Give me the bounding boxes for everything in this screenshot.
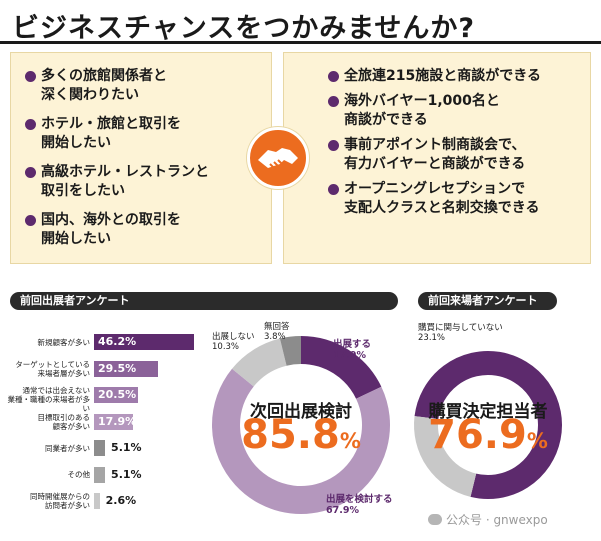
- bar: [94, 493, 100, 509]
- dot-icon: [25, 167, 36, 178]
- benefit-item: オープニングレセプションで 支配人クラスと名刺交換できる: [328, 180, 584, 218]
- benefit-text: 有力バイヤーと商談ができる: [344, 156, 526, 172]
- needs-text: 開始したい: [41, 231, 111, 247]
- bar-value-label: 5.1%: [111, 467, 142, 481]
- handshake-icon: [247, 127, 309, 189]
- exhibitor-donut-caption: 次回出展検討: [250, 402, 352, 422]
- dot-icon: [328, 140, 339, 151]
- bar-category-label: ターゲットとしている 来場者層が多い: [15, 359, 90, 378]
- needs-item: 高級ホテル・レストランと 取引をしたい: [25, 163, 261, 201]
- bar-category-label: 新規顧客が多い: [37, 337, 91, 347]
- wechat-icon: [428, 514, 442, 525]
- exhibitor-survey-heading: 前回出展者アンケート: [10, 292, 398, 310]
- bar: [94, 334, 195, 350]
- needs-item: 多くの旅館関係者と 深く関わりたい: [25, 67, 261, 105]
- watermark-text: 公众号 · gnwexpo: [446, 513, 548, 527]
- benefits-panel: 全旅連215施設と商談ができる 海外バイヤー1,000名と 商談ができる 事前アポイン…: [283, 52, 591, 264]
- needs-panel: 多くの旅館関係者と 深く関わりたい ホテル・旅館と取引を 開始したい 高級ホテル・レスト…: [10, 52, 272, 264]
- needs-text: 高級ホテル・レストランと: [41, 164, 209, 180]
- benefit-text: 全旅連215施設と商談ができる: [344, 68, 541, 84]
- dot-icon: [328, 96, 339, 107]
- donut-slice: [279, 336, 302, 366]
- slice-label: 出展しない 10.3%: [212, 332, 255, 352]
- visitor-survey-heading: 前回来場者アンケート: [418, 292, 557, 310]
- page-title: ビジネスチャンスをつかみませんか?: [12, 13, 476, 44]
- slice-label: 購買に関与していない 23.1%: [418, 323, 503, 343]
- dot-icon: [328, 184, 339, 195]
- donut-slice: [232, 338, 288, 387]
- needs-text: 国内、海外との取引を: [41, 212, 181, 228]
- slice-label: 無回答 3.8%: [264, 322, 290, 342]
- bar-value-label: 20.5%: [98, 388, 137, 401]
- needs-item: ホテル・旅館と取引を 開始したい: [25, 115, 261, 153]
- bar: [94, 387, 139, 403]
- bar-value-label: 2.6%: [105, 494, 137, 507]
- needs-text: 開始したい: [41, 135, 111, 151]
- slice-label: 出展を検討する 67.9%: [326, 494, 393, 516]
- needs-item: 国内、海外との取引を 開始したい: [25, 211, 261, 249]
- benefit-text: 事前アポイント制商談会で、: [344, 137, 526, 153]
- dot-icon: [328, 71, 339, 82]
- bar-category-label: その他: [67, 470, 91, 479]
- benefit-text: 海外バイヤー1,000名と: [344, 93, 500, 109]
- benefit-text: オープニングレセプションで: [344, 181, 526, 197]
- bar: [94, 360, 158, 377]
- dot-icon: [25, 215, 36, 226]
- dot-icon: [25, 119, 36, 130]
- bar-category-label: 同時開催展からの 訪問者が多い: [30, 492, 90, 510]
- watermark: 公众号 · gnwexpo: [428, 511, 548, 528]
- bar-category-label: 同業者が多い: [45, 443, 90, 453]
- benefit-item: 海外バイヤー1,000名と 商談ができる: [328, 92, 584, 130]
- bar-value-label: 46.2%: [98, 335, 137, 348]
- bar: [94, 413, 133, 430]
- bar-value-label: 17.9%: [98, 414, 137, 428]
- title-underline: [0, 41, 601, 44]
- slice-label: 出展する 17.9%: [333, 339, 372, 361]
- needs-text: 深く関わりたい: [41, 87, 139, 103]
- bar-value-label: 5.1%: [111, 441, 142, 454]
- needs-list: 多くの旅館関係者と 深く関わりたい ホテル・旅館と取引を 開始したい 高級ホテル・レスト…: [11, 53, 271, 249]
- needs-text: 多くの旅館関係者と: [41, 68, 167, 84]
- benefit-item: 全旅連215施設と商談ができる: [328, 67, 584, 86]
- bar-category-label: 通常では出会えない 業種・職種の来場者が多い: [7, 386, 91, 413]
- benefit-item: 事前アポイント制商談会で、 有力バイヤーと商談ができる: [328, 136, 584, 174]
- exhibitor-donut-value: 85.8%: [241, 412, 361, 458]
- bar-category-label: 目標取引のある 顧客が多い: [37, 412, 91, 431]
- visitor-donut-value: 76.9%: [428, 412, 548, 458]
- bar: [94, 466, 106, 483]
- visitor-donut-caption: 購買決定担当者: [428, 402, 548, 422]
- benefits-list: 全旅連215施設と商談ができる 海外バイヤー1,000名と 商談ができる 事前アポイン…: [284, 53, 590, 218]
- bar: [94, 440, 106, 456]
- needs-text: ホテル・旅館と取引を: [41, 116, 181, 132]
- benefit-text: 商談ができる: [344, 112, 428, 128]
- needs-text: 取引をしたい: [41, 183, 125, 199]
- bar-value-label: 29.5%: [98, 361, 137, 375]
- benefit-text: 支配人クラスと名刺交換できる: [344, 200, 540, 216]
- dot-icon: [25, 71, 36, 82]
